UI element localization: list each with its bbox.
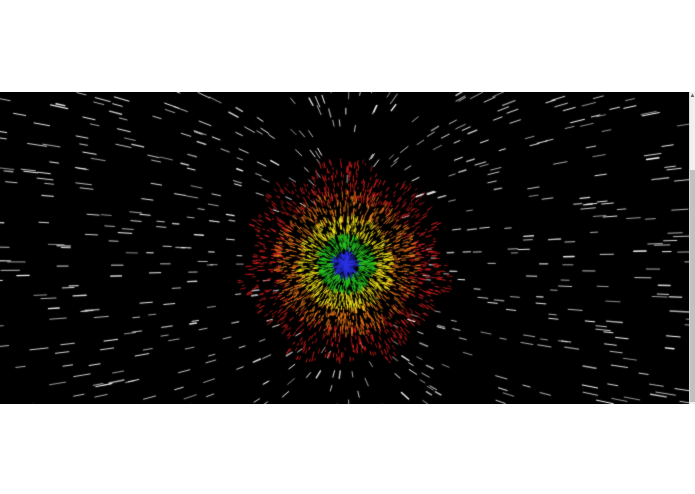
scrollbar-thumb[interactable]: [690, 170, 695, 402]
vertical-scrollbar[interactable]: ▲: [689, 92, 695, 404]
bottom-blank-area: [0, 404, 695, 494]
top-blank-area: [0, 0, 695, 92]
starfield-burst-canvas[interactable]: [0, 92, 689, 404]
animation-viewport[interactable]: [0, 92, 689, 404]
scroll-up-arrow-icon[interactable]: ▲: [689, 93, 695, 99]
